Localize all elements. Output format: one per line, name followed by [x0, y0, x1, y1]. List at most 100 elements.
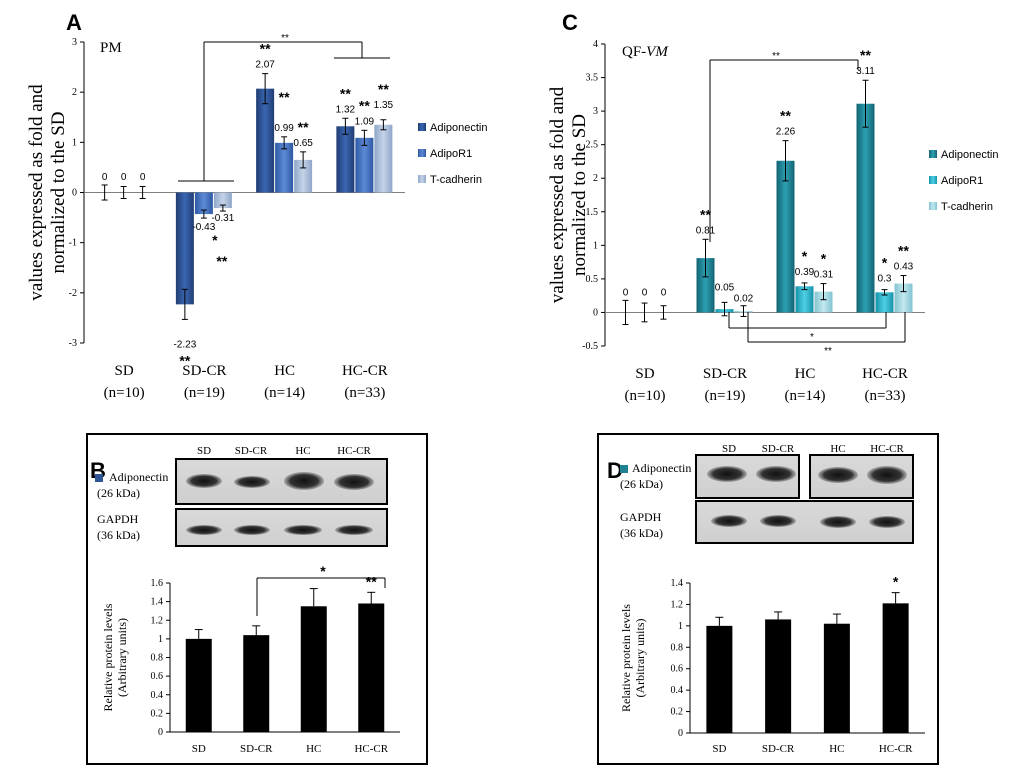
- chart-c-significance-star: **: [700, 206, 711, 222]
- chart-c-bar-adiponectin: [696, 258, 715, 313]
- chart-c-value-label: 0.81: [696, 225, 716, 236]
- chart-c-y-tick-label: 4: [593, 39, 598, 50]
- chart-c-category-n: (n=14): [785, 388, 826, 404]
- blot-d-lane-label: SD: [722, 443, 736, 455]
- panel-b-frame: [86, 433, 428, 765]
- blot-b-protein-label: (36 kDa): [97, 528, 140, 542]
- chart-a-value-label: 0: [121, 172, 127, 183]
- blot-b-band: [284, 525, 322, 535]
- chart-c-value-label: 2.26: [776, 127, 796, 138]
- chart-c-y-tick-label: 1.5: [586, 207, 599, 218]
- chart-a-value-label: -0.31: [211, 213, 234, 224]
- chart-a-category-label: SD: [115, 363, 134, 379]
- blot-b-lane-label: HC: [295, 445, 310, 457]
- chart-a-category-n: (n=14): [264, 385, 305, 401]
- chart-b-significance-star: **: [366, 573, 377, 589]
- chart-d-y-tick-label: 1.2: [671, 599, 684, 610]
- chart-a-category-label: HC: [274, 363, 295, 379]
- chart-a-legend-swatch: [418, 123, 426, 131]
- chart-a-category-label: HC-CR: [342, 363, 388, 379]
- chart-c-value-label: 0.3: [878, 274, 892, 285]
- chart-d-y-axis-label: (Arbitrary units): [633, 619, 647, 698]
- chart-a-bar-adipor1: [275, 142, 294, 193]
- chart-a-category-n: (n=19): [184, 385, 225, 401]
- chart-c-category-label: HC: [795, 366, 816, 382]
- blot-d-band: [711, 515, 747, 527]
- chart-a-legend-entry: AdipoR1: [430, 148, 472, 160]
- chart-c-value-label: 0: [661, 288, 667, 299]
- chart-c-category-n: (n=33): [865, 388, 906, 404]
- chart-a-legend-entry: T-cadherin: [430, 174, 482, 186]
- chart-b-category-label: HC-CR: [354, 743, 388, 755]
- chart-c-category-label: HC-CR: [862, 366, 908, 382]
- chart-a-value-label: 1.35: [374, 100, 394, 111]
- chart-d-category-label: SD-CR: [762, 743, 795, 755]
- chart-c-bar-adiponectin: [776, 160, 795, 313]
- chart-b-category-label: HC: [306, 743, 321, 755]
- chart-a-y-tick-label: 1: [72, 137, 77, 148]
- chart-d-bar: [882, 603, 909, 733]
- blot-b-band: [186, 474, 222, 488]
- chart-c-y-tick-label: 0.5: [586, 274, 599, 285]
- chart-b-y-axis-label: Relative protein levels: [101, 603, 115, 711]
- chart-a-category-n: (n=10): [104, 385, 145, 401]
- blot-d-legend-swatch: [620, 465, 628, 473]
- chart-b-bar: [358, 603, 385, 732]
- chart-a-bar-t-cadherin: [374, 124, 393, 193]
- chart-c-bar-t-cadherin: [814, 291, 833, 313]
- chart-b-bar: [185, 638, 212, 732]
- chart-a-significance-star: **: [378, 81, 389, 97]
- chart-c-significance-star: *: [802, 248, 808, 264]
- chart-c-value-label: 0.31: [814, 270, 834, 281]
- chart-d-significance-star: *: [893, 574, 899, 590]
- chart-c-y-tick-label: 1: [593, 240, 598, 251]
- chart-c-value-label: 0.05: [715, 282, 735, 293]
- blot-d-band: [869, 516, 905, 528]
- chart-c-y-axis-label: normalized to the SD: [569, 114, 590, 276]
- chart-c-significance-star: *: [821, 251, 827, 267]
- panel-label-d: D: [607, 458, 623, 483]
- chart-a-value-label: -0.43: [192, 222, 215, 233]
- blot-b-lane-label: HC-CR: [337, 445, 371, 457]
- chart-a-legend-swatch: [418, 175, 426, 183]
- chart-c-bracket-star: **: [824, 346, 832, 357]
- blot-d-band: [818, 467, 858, 483]
- chart-c-y-axis-label: values expressed as fold and: [547, 86, 568, 303]
- blot-b-protein-label: GAPDH: [97, 512, 139, 526]
- chart-c-significance-star: **: [860, 47, 871, 63]
- chart-a-title: PM: [100, 40, 122, 56]
- blot-d-lane-label: HC-CR: [870, 443, 904, 455]
- chart-b-y-tick-label: 1: [158, 634, 163, 645]
- chart-a-value-label: 0: [140, 172, 146, 183]
- chart-b: 0 0.2 0.4 0.6 0.8 1 1.2 1.4 1.6 Relative protein …: [101, 563, 400, 755]
- chart-c-bracket-star: **: [772, 51, 780, 62]
- chart-a-value-label: 1.09: [355, 116, 375, 127]
- chart-a-value-label: 0.65: [293, 138, 313, 149]
- blot-b-protein-label: (26 kDa): [97, 486, 140, 500]
- chart-c-value-label: 0.43: [894, 262, 914, 273]
- chart-a-bar-adipor1: [355, 137, 374, 193]
- chart-b-bar: [300, 606, 327, 732]
- chart-a-significance-star: **: [359, 97, 370, 113]
- chart-d-category-label: HC: [829, 743, 844, 755]
- chart-b-y-tick-label: 1.6: [151, 578, 164, 589]
- chart-b-y-tick-label: 0.4: [151, 690, 164, 701]
- chart-c-bar-adiponectin: [856, 103, 875, 313]
- chart-d-y-tick-label: 1: [678, 621, 683, 632]
- chart-a-significance-star: **: [298, 119, 309, 135]
- chart-a-value-label: -2.23: [173, 339, 196, 350]
- chart-a-y-tick-label: 2: [72, 87, 77, 98]
- chart-c-significance-star: **: [898, 243, 909, 259]
- chart-c-y-tick-label: 2: [593, 173, 598, 184]
- chart-b-y-tick-label: 0.8: [151, 653, 164, 664]
- chart-c-category-n: (n=19): [705, 388, 746, 404]
- chart-b-y-tick-label: 1.2: [151, 615, 164, 626]
- chart-c-y-tick-label: -0.5: [582, 341, 598, 352]
- chart-a-significance-star: **: [260, 41, 271, 57]
- chart-d-y-tick-label: 0.4: [671, 685, 684, 696]
- chart-d-bar: [765, 619, 792, 733]
- chart-a-bar-adiponectin: [175, 192, 194, 305]
- chart-a-y-axis-label: values expressed as fold and: [26, 84, 47, 301]
- chart-b-y-tick-label: 0.6: [151, 671, 164, 682]
- chart-a-bar-t-cadherin: [213, 192, 232, 209]
